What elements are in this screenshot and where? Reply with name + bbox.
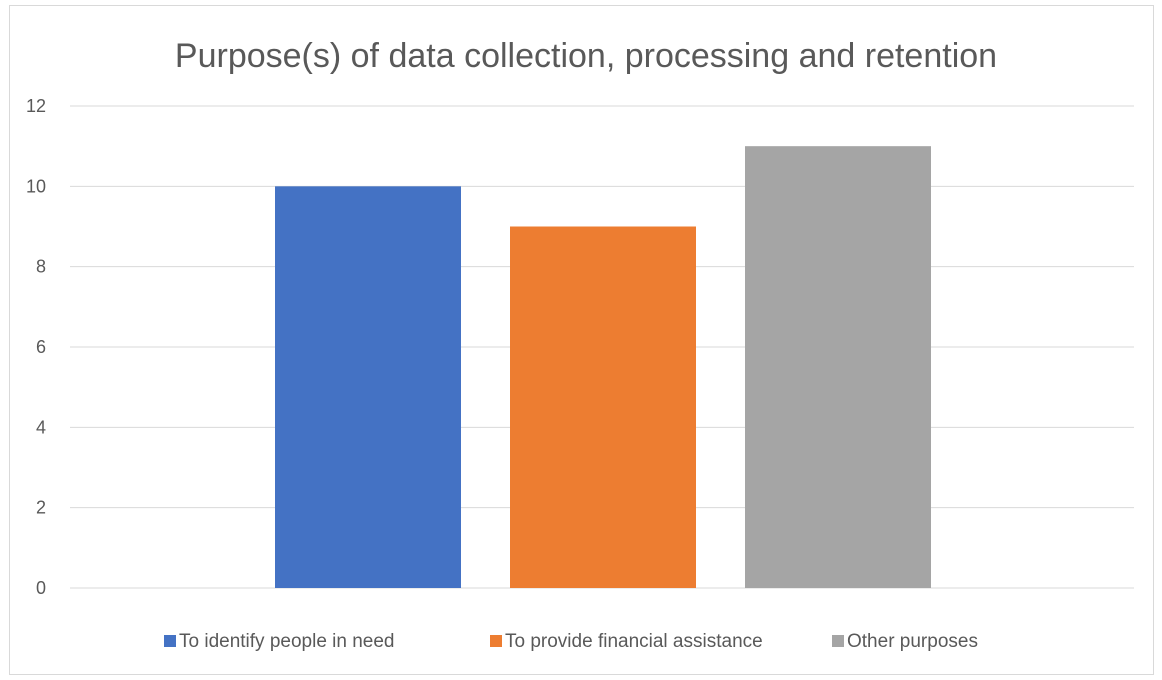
legend-label: To identify people in need xyxy=(179,631,395,652)
y-tick-label: 12 xyxy=(26,96,46,116)
bar xyxy=(745,146,931,588)
legend-swatch xyxy=(164,635,176,647)
legend: To identify people in need To provide fin… xyxy=(164,631,978,652)
y-tick-label: 0 xyxy=(36,578,46,598)
legend-label: To provide financial assistance xyxy=(505,631,763,652)
legend-swatch xyxy=(490,635,502,647)
y-tick-label: 2 xyxy=(36,498,46,518)
bar xyxy=(510,226,696,588)
legend-label: Other purposes xyxy=(847,631,978,652)
y-tick-label: 4 xyxy=(36,417,46,437)
bars xyxy=(275,146,931,589)
y-tick-label: 6 xyxy=(36,337,46,357)
y-tick-label: 8 xyxy=(36,257,46,277)
y-tick-label: 10 xyxy=(26,176,46,196)
bar xyxy=(275,186,461,589)
y-axis-ticks: 0 2 4 6 8 10 12 xyxy=(26,96,46,598)
chart-title: Purpose(s) of data collection, processin… xyxy=(175,37,997,75)
legend-swatch xyxy=(832,635,844,647)
